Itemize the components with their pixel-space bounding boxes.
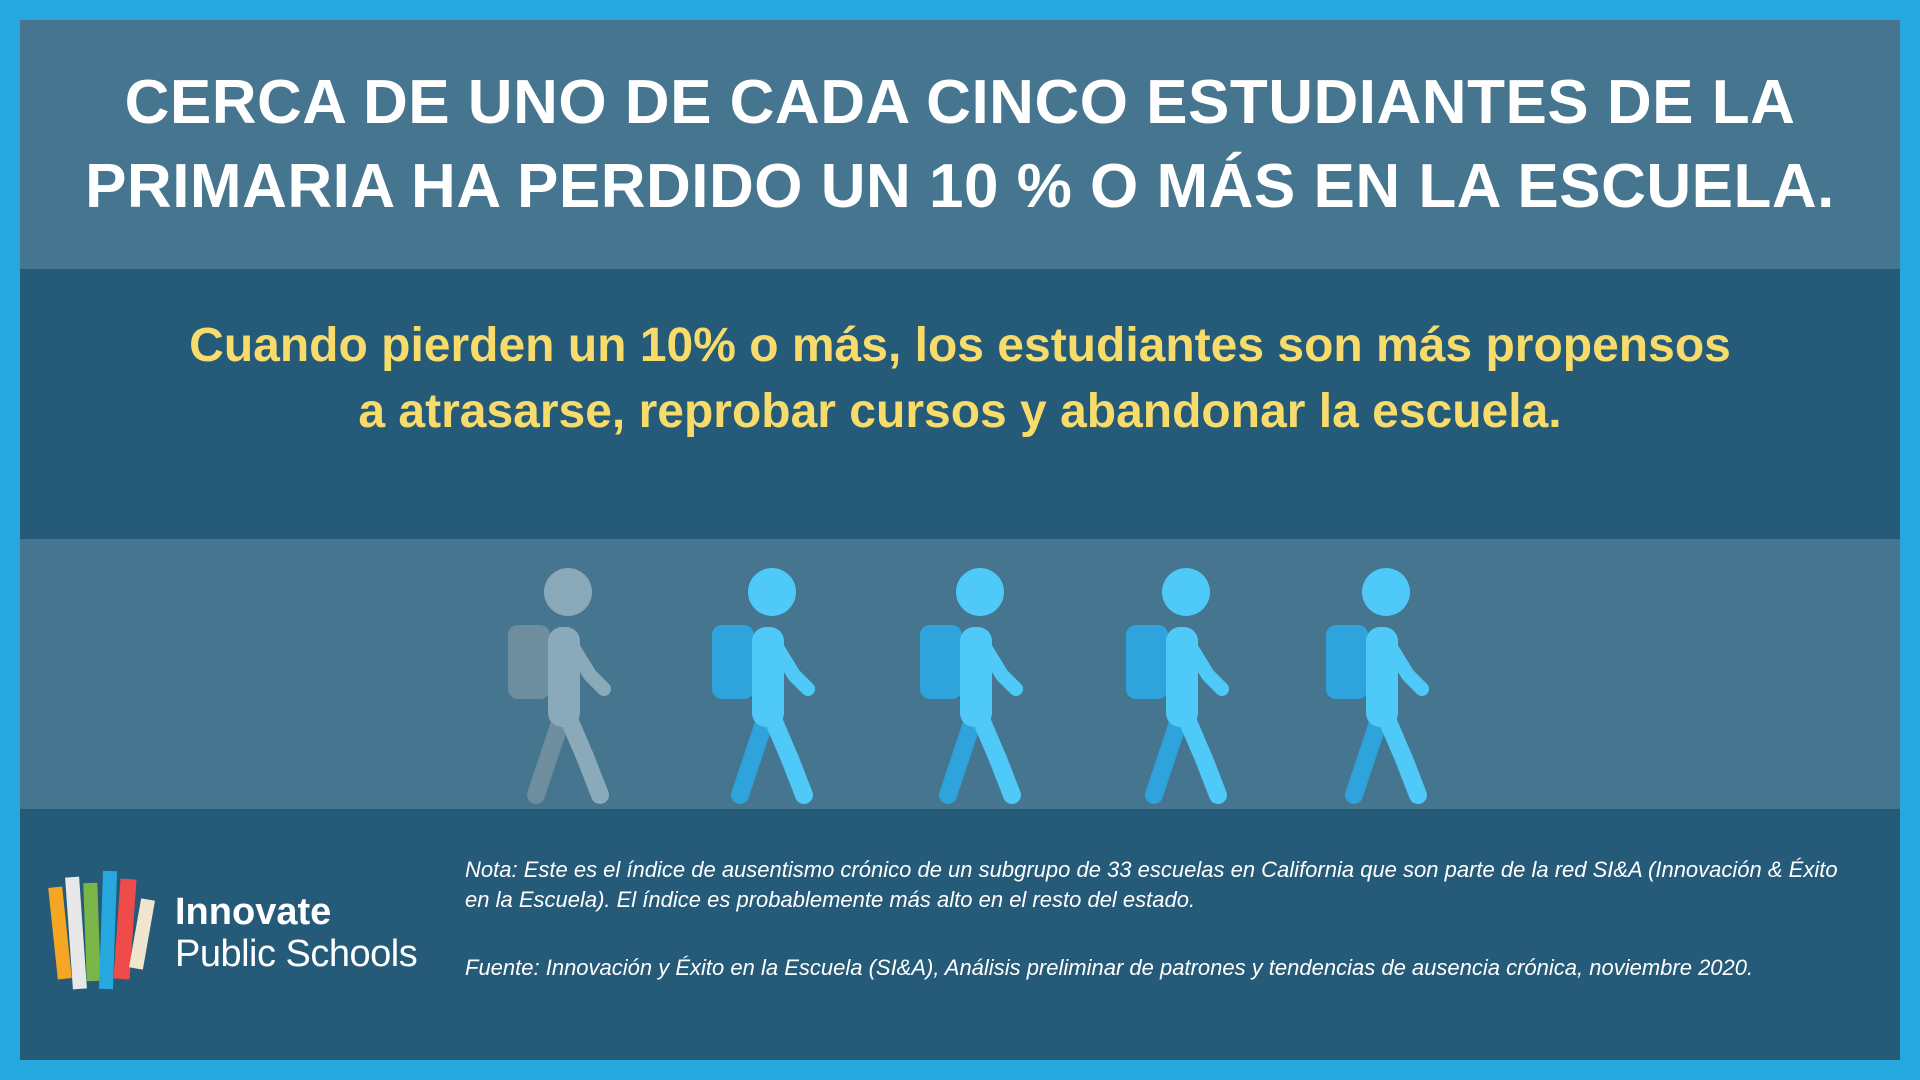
subhead-band: Cuando pierden un 10% o más, los estudia…: [20, 269, 1900, 539]
walking-students-pictogram: [20, 539, 1900, 809]
footnotes: Nota: Este es el índice de ausentismo cr…: [465, 855, 1865, 1021]
walking-student-icon: [1326, 568, 1429, 804]
walking-student-icon: [1126, 568, 1229, 804]
infographic-frame: CERCA DE UNO DE CADA CINCO ESTUDIANTES D…: [20, 20, 1900, 1060]
logo-subname: Public Schools: [175, 933, 418, 975]
headline-band: CERCA DE UNO DE CADA CINCO ESTUDIANTES D…: [20, 20, 1900, 269]
walking-student-icon-highlighted: [508, 568, 611, 804]
walking-student-icon: [920, 568, 1023, 804]
headline-line-1: CERCA DE UNO DE CADA CINCO ESTUDIANTES D…: [124, 67, 1796, 137]
subhead-line-2: a atrasarse, reprobar cursos y abandonar…: [358, 385, 1562, 438]
logo-name: Innovate: [175, 891, 332, 933]
headline-line-2: PRIMARIA HA PERDIDO UN 10 % O MÁS EN LA …: [85, 151, 1835, 221]
books-logo-icon: [48, 870, 155, 990]
subhead-line-1: Cuando pierden un 10% o más, los estudia…: [189, 319, 1731, 372]
footer-band: Innovate Public Schools Nota: Este es el…: [20, 809, 1900, 1060]
walking-student-icon: [712, 568, 815, 804]
innovate-public-schools-logo: Innovate Public Schools: [45, 859, 465, 1009]
source-text: Fuente: Innovación y Éxito en la Escuela…: [465, 955, 1754, 980]
note-text: Nota: Este es el índice de ausentismo cr…: [465, 857, 1838, 912]
